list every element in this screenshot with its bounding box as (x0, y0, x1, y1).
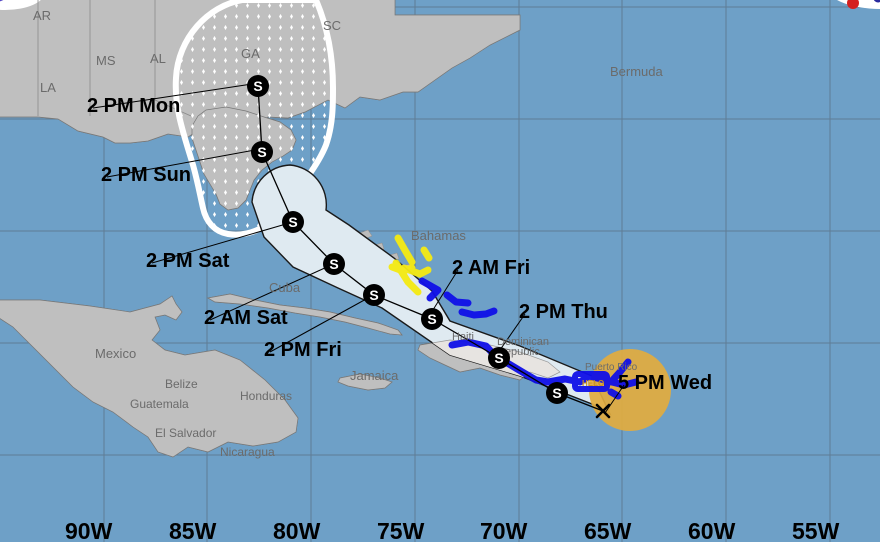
svg-text:Bahamas: Bahamas (411, 228, 466, 243)
svg-text:El Salvador: El Salvador (155, 426, 216, 440)
svg-text:MS: MS (96, 53, 116, 68)
svg-text:85W: 85W (169, 518, 217, 542)
svg-text:60W: 60W (688, 518, 736, 542)
svg-text:Belize: Belize (165, 377, 198, 391)
svg-text:2 PM Thu: 2 PM Thu (519, 301, 608, 323)
svg-text:2 PM Sun: 2 PM Sun (101, 164, 191, 186)
svg-text:Puerto Rico: Puerto Rico (585, 362, 638, 373)
svg-text:Bermuda: Bermuda (610, 64, 664, 79)
svg-text:Mexico: Mexico (95, 346, 136, 361)
svg-text:Guatemala: Guatemala (130, 397, 189, 411)
svg-text:Cuba: Cuba (269, 280, 301, 295)
svg-text:Jamaica: Jamaica (350, 368, 399, 383)
svg-text:75W: 75W (377, 518, 425, 542)
svg-text:65W: 65W (584, 518, 632, 542)
svg-text:AR: AR (33, 8, 51, 23)
svg-text:90W: 90W (65, 518, 113, 542)
svg-text:55W: 55W (792, 518, 840, 542)
svg-text:2 PM Fri: 2 PM Fri (264, 339, 342, 361)
svg-text:2 PM Sat: 2 PM Sat (146, 250, 230, 272)
svg-text:2 AM Sat: 2 AM Sat (204, 307, 288, 329)
svg-text:2 AM Fri: 2 AM Fri (452, 257, 530, 279)
svg-text:Nicaragua: Nicaragua (220, 445, 275, 459)
svg-text:LA: LA (40, 80, 56, 95)
svg-text:80W: 80W (273, 518, 321, 542)
svg-text:HELO: HELO (582, 379, 604, 388)
svg-text:AL: AL (150, 51, 166, 66)
svg-text:GA: GA (241, 46, 260, 61)
svg-text:70W: 70W (480, 518, 528, 542)
svg-text:2 PM Mon: 2 PM Mon (87, 95, 180, 117)
svg-text:Haiti: Haiti (452, 331, 474, 343)
svg-text:SC: SC (323, 18, 341, 33)
svg-text:Honduras: Honduras (240, 389, 292, 403)
svg-text:5 PM Wed: 5 PM Wed (618, 372, 712, 394)
